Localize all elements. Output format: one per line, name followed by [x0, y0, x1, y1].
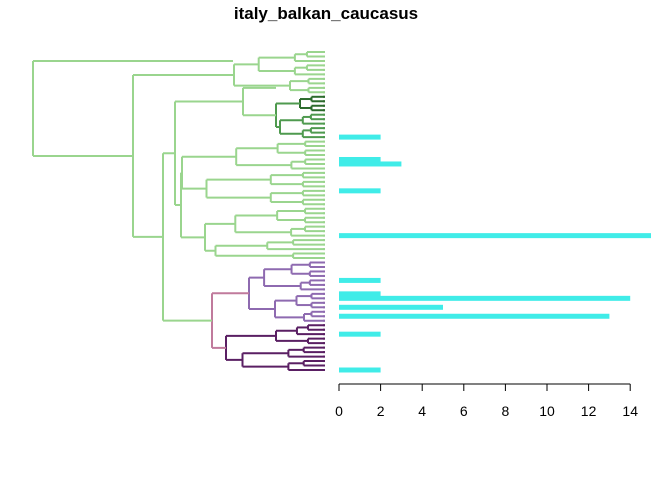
x-tick-label: 6	[460, 403, 468, 419]
bar	[339, 313, 610, 319]
x-axis: 0 2 4 6 8 10 12 14	[335, 383, 638, 419]
x-tick-label: 4	[418, 403, 426, 419]
bar	[339, 304, 443, 310]
bar	[339, 161, 402, 167]
x-tick-label: 0	[335, 403, 343, 419]
bar	[339, 233, 651, 239]
bar-series	[339, 134, 651, 373]
bar	[339, 277, 381, 283]
x-tick-label: 10	[539, 403, 555, 419]
x-tick-label: 14	[622, 403, 638, 419]
bar	[339, 331, 381, 337]
x-tick-label: 12	[581, 403, 597, 419]
bar	[339, 188, 381, 194]
bar	[339, 134, 381, 140]
dendrogram	[32, 51, 325, 371]
bar	[339, 295, 631, 301]
x-tick-label: 2	[377, 403, 385, 419]
chart-title: italy_balkan_caucasus	[233, 4, 419, 23]
x-tick-label: 8	[502, 403, 510, 419]
bar	[339, 291, 381, 297]
bar	[339, 367, 381, 373]
bar	[339, 156, 381, 162]
